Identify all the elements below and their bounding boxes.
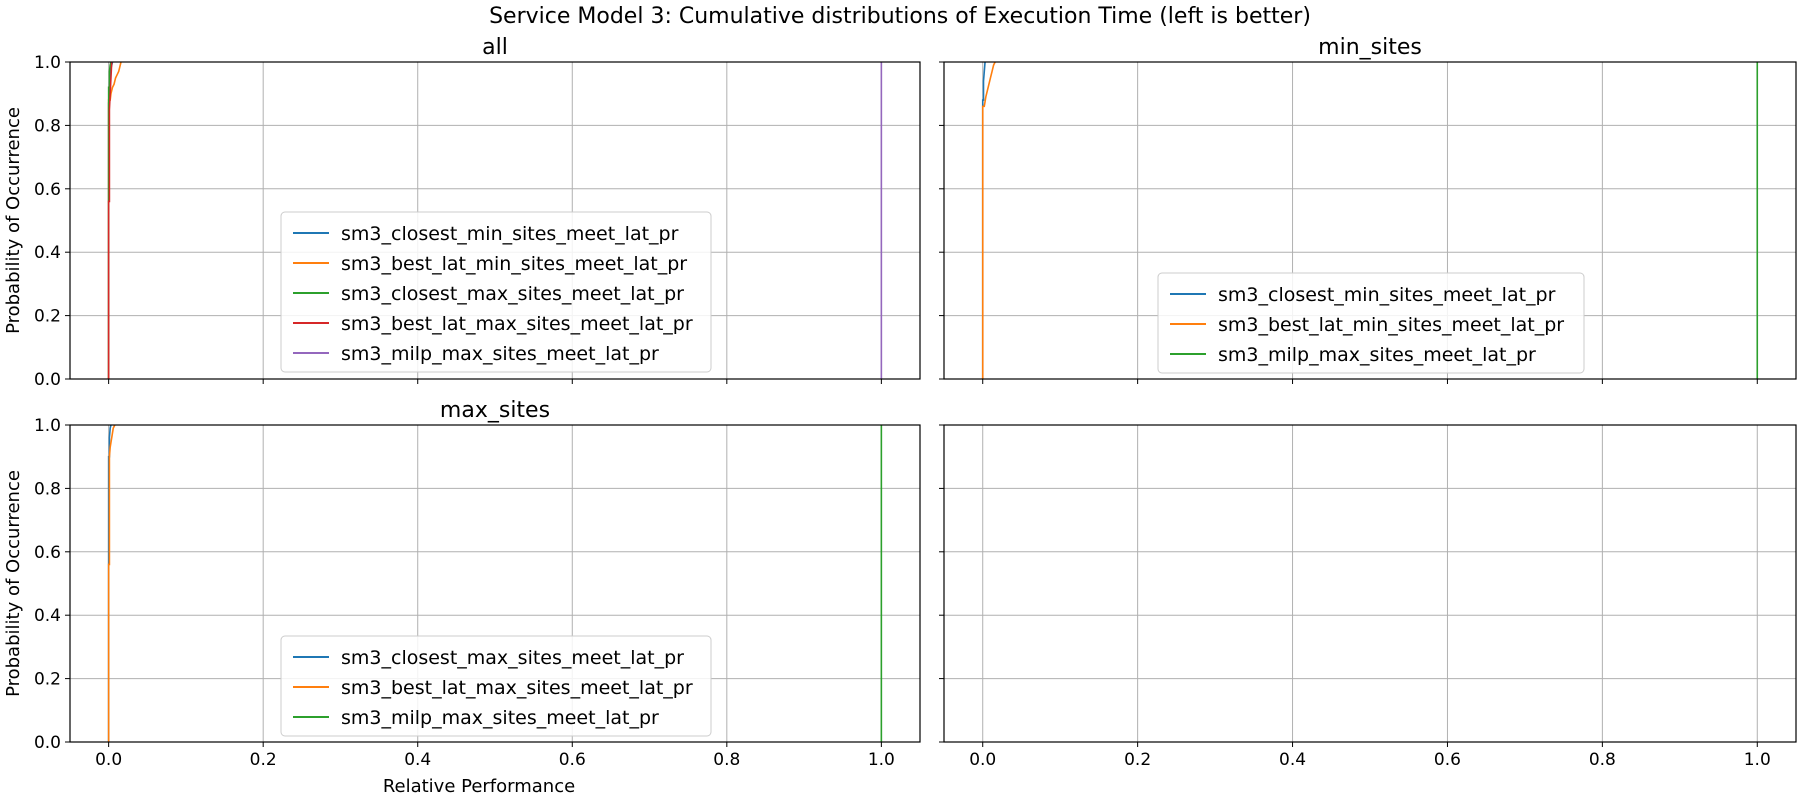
x-tick-label: 0.8	[1589, 750, 1616, 770]
y-tick-label: 1.0	[34, 53, 61, 73]
x-tick-label: 0.6	[559, 750, 586, 770]
y-tick-label: 0.4	[34, 243, 61, 263]
x-tick-label: 0.0	[95, 750, 122, 770]
legend-entry-label: sm3_best_lat_max_sites_meet_lat_pr	[341, 677, 693, 699]
axes-frame	[69, 61, 921, 380]
y-tick-label: 0.0	[34, 733, 61, 753]
legend-entry-label: sm3_best_lat_min_sites_meet_lat_pr	[1218, 314, 1564, 336]
legend-entry-label: sm3_milp_max_sites_meet_lat_pr	[341, 343, 659, 365]
panel-title: all	[482, 35, 508, 60]
x-tick-label: 0.0	[969, 750, 996, 770]
panel-3: 0.0 0.2 0.4 0.6 0.8 1.0 0.0 0.2 0.4 0.6 0.8 1.0 max_…	[3, 398, 921, 797]
y-tick-label: 0.0	[34, 370, 61, 390]
y-tick-label: 0.6	[34, 543, 61, 563]
legend: sm3_closest_min_sites_meet_lat_pr sm3_bes…	[280, 211, 712, 373]
axes-frame	[943, 424, 1797, 743]
y-tick-label: 0.2	[34, 670, 61, 690]
y-tick-label: 0.4	[34, 606, 61, 626]
axes-frame	[69, 424, 921, 743]
legend-box	[280, 635, 712, 737]
legend-entry-label: sm3_best_lat_min_sites_meet_lat_pr	[341, 253, 687, 275]
y-tick-label: 0.8	[34, 116, 61, 136]
y-axis-label: Probability of Occurrence	[3, 470, 24, 697]
legend-entry-label: sm3_closest_max_sites_meet_lat_pr	[341, 283, 684, 305]
legend-entry-label: sm3_closest_max_sites_meet_lat_pr	[341, 647, 684, 669]
legend-entry-label: sm3_best_lat_max_sites_meet_lat_pr	[341, 313, 693, 335]
x-tick-label: 0.8	[713, 750, 740, 770]
series-line	[981, 61, 996, 379]
legend-box	[280, 211, 712, 373]
x-tick-label: 1.0	[868, 750, 895, 770]
legend-entry-label: sm3_closest_min_sites_meet_lat_pr	[341, 223, 679, 245]
figure-title: Service Model 3: Cumulative distribution…	[489, 4, 1311, 29]
x-tick-label: 0.6	[1434, 750, 1461, 770]
x-tick-label: 1.0	[1744, 750, 1771, 770]
panel-2: min_sites sm3_closest_min_sites_meet_lat_…	[939, 35, 1797, 384]
legend-box	[1157, 272, 1585, 374]
x-tick-label: 0.4	[404, 750, 431, 770]
series-line	[107, 61, 113, 379]
x-axis-label: Relative Performance	[383, 776, 575, 797]
panel-4: 0.0 0.2 0.4 0.6 0.8 1.0	[939, 424, 1797, 770]
legend-entry-label: sm3_closest_min_sites_meet_lat_pr	[1218, 284, 1556, 306]
x-tick-label: 0.2	[250, 750, 277, 770]
series-group	[981, 61, 1759, 379]
y-tick-label: 0.6	[34, 180, 61, 200]
axes-frame	[943, 61, 1797, 380]
panel-1: 0.0 0.2 0.4 0.6 0.8 1.0 all Probability of Occu…	[3, 35, 921, 390]
y-tick-label: 0.2	[34, 307, 61, 327]
x-tick-label: 0.2	[1124, 750, 1151, 770]
legend-entry-label: sm3_milp_max_sites_meet_lat_pr	[1218, 344, 1536, 366]
legend: sm3_closest_min_sites_meet_lat_pr sm3_bes…	[1157, 272, 1585, 374]
x-tick-label: 0.4	[1279, 750, 1306, 770]
panel-title: max_sites	[440, 398, 550, 423]
y-axis-label: Probability of Occurrence	[3, 107, 24, 334]
series-group	[107, 424, 883, 742]
legend-entry-label: sm3_milp_max_sites_meet_lat_pr	[341, 707, 659, 729]
series-line	[107, 424, 116, 742]
y-tick-label: 1.0	[34, 416, 61, 436]
y-tick-label: 0.8	[34, 479, 61, 499]
legend: sm3_closest_max_sites_meet_lat_pr sm3_bes…	[280, 635, 712, 737]
series-group	[107, 61, 883, 379]
panel-title: min_sites	[1318, 35, 1422, 60]
